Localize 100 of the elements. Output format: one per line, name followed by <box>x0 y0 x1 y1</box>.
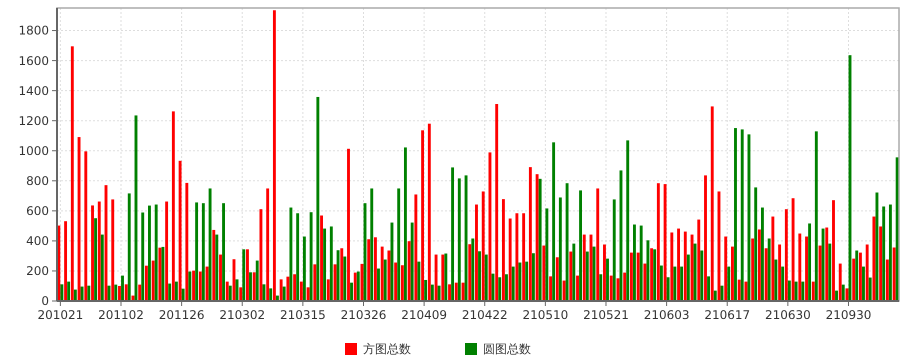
bar <box>282 286 286 301</box>
bar <box>822 228 824 301</box>
bar <box>592 246 596 301</box>
bar <box>320 216 323 301</box>
bar <box>858 252 862 301</box>
x-tick-label: 210521 <box>583 308 629 322</box>
x-tick-label: 210315 <box>280 308 326 322</box>
bar <box>306 287 310 301</box>
bar <box>182 288 185 301</box>
bar <box>508 218 512 301</box>
y-tick-label: 1000 <box>18 144 49 158</box>
bar <box>603 244 606 301</box>
x-tick-label: 201126 <box>158 308 205 322</box>
x-tick-label: 210422 <box>462 308 508 322</box>
bar <box>410 222 414 301</box>
bar <box>185 182 188 301</box>
bar <box>814 131 818 301</box>
bar <box>623 272 626 301</box>
bar <box>360 264 364 301</box>
bar <box>434 254 438 301</box>
x-tick-label: 201102 <box>98 308 144 322</box>
bar <box>323 228 326 301</box>
bar <box>91 205 94 301</box>
bar <box>144 266 148 301</box>
bar <box>579 190 582 301</box>
bar <box>330 226 333 301</box>
bar <box>538 178 542 301</box>
bar <box>161 246 164 301</box>
bar <box>606 258 609 301</box>
bar <box>206 266 208 301</box>
bar <box>616 278 620 301</box>
bar <box>744 282 748 301</box>
bar <box>78 137 80 301</box>
bar <box>700 250 704 301</box>
bar <box>620 170 622 301</box>
bar <box>896 157 899 301</box>
bar <box>70 46 74 301</box>
bar <box>414 194 418 301</box>
bar <box>798 234 802 301</box>
bar <box>774 260 778 301</box>
bar <box>771 216 774 301</box>
bar <box>542 246 546 301</box>
bar <box>784 209 788 301</box>
bar <box>690 234 694 301</box>
bar <box>428 124 431 301</box>
bar <box>262 284 266 301</box>
bar <box>380 246 384 301</box>
bar <box>556 257 559 301</box>
bar <box>400 265 404 301</box>
bar <box>208 188 212 301</box>
bar <box>64 221 68 301</box>
bar <box>259 209 262 301</box>
bar <box>118 286 121 301</box>
bar <box>121 276 124 301</box>
bar <box>188 272 192 301</box>
bar <box>876 192 878 301</box>
bar <box>788 280 791 301</box>
bar <box>195 202 198 301</box>
bar <box>801 282 804 301</box>
bar <box>148 206 151 301</box>
bar <box>633 224 636 301</box>
bar <box>590 234 592 301</box>
bar <box>522 213 526 301</box>
bar <box>888 204 892 301</box>
bar <box>387 250 390 301</box>
bar <box>886 260 889 301</box>
x-tick-label: 201021 <box>37 308 84 322</box>
bar <box>778 244 782 301</box>
x-tick-label: 210603 <box>644 308 690 322</box>
y-tick-label: 1200 <box>18 114 49 128</box>
bar <box>464 175 468 301</box>
x-tick-label: 210409 <box>401 308 448 322</box>
bar <box>430 284 434 301</box>
bar <box>862 266 865 301</box>
y-tick-label: 0 <box>41 294 49 308</box>
bar <box>794 282 798 301</box>
bar <box>302 236 306 301</box>
bar <box>781 266 784 301</box>
bar <box>222 203 225 301</box>
bar <box>246 249 249 301</box>
legend-label: 圆图总数 <box>483 342 531 356</box>
bar <box>768 238 771 301</box>
bar <box>677 228 680 301</box>
bar <box>525 262 528 301</box>
bar <box>738 280 741 301</box>
bar <box>764 248 768 301</box>
x-tick-label: 210326 <box>340 308 386 322</box>
bar <box>650 248 654 301</box>
bar <box>67 282 70 301</box>
bar <box>545 208 548 301</box>
x-tick-label: 210510 <box>522 308 568 322</box>
legend-label: 方图总数 <box>363 342 411 356</box>
bar <box>528 167 532 301</box>
bar <box>374 237 377 301</box>
bar <box>536 174 539 301</box>
bar <box>451 167 454 301</box>
x-tick-label: 210617 <box>704 308 750 322</box>
bar <box>424 280 428 301</box>
y-tick-label: 1800 <box>18 24 49 38</box>
bar <box>562 280 566 301</box>
